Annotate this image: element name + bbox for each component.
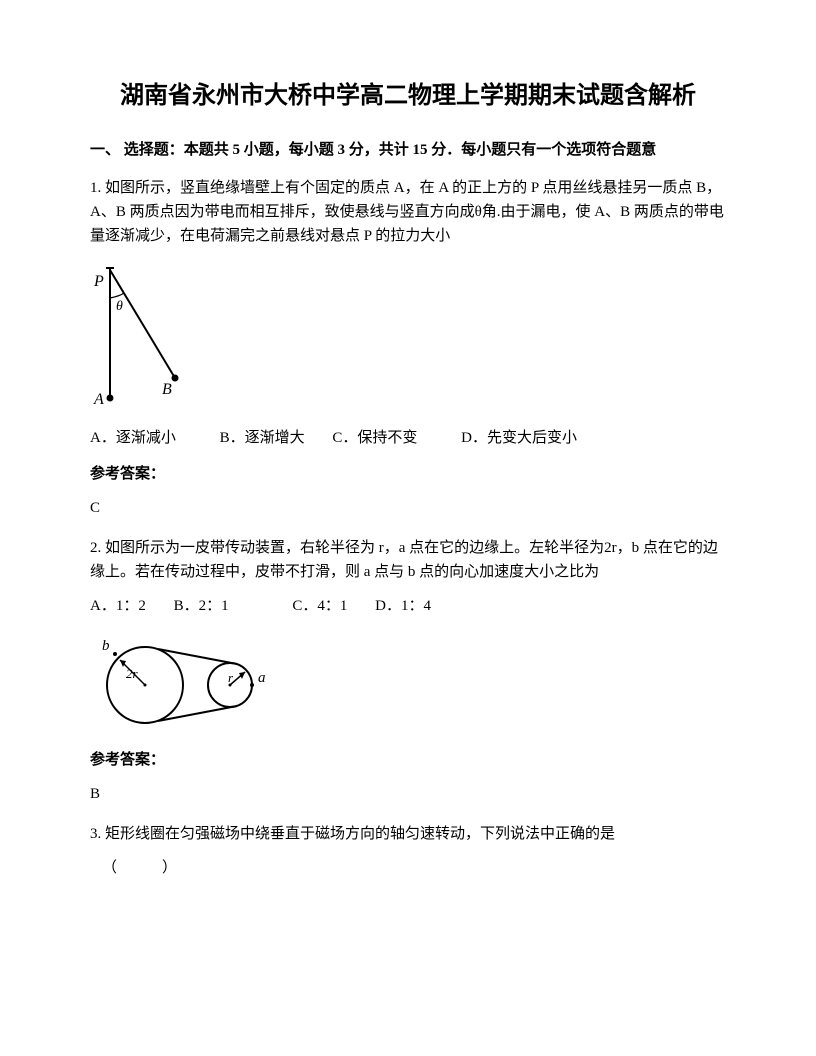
q2-opt-a: A．1：2	[90, 594, 146, 618]
q2-figure: 2r r b a	[90, 630, 726, 738]
q3-paren: （ ）	[102, 856, 726, 880]
label-b2: b	[102, 638, 110, 654]
section-heading: 一、 选择题：本题共 5 小题，每小题 3 分，共计 15 分．每小题只有一个选…	[90, 138, 726, 162]
label-b: B	[162, 381, 172, 398]
q1-figure: P θ A B	[90, 258, 726, 416]
q1-answer: C	[90, 496, 726, 520]
q2-opt-b: B．2：1	[174, 594, 229, 618]
label-a: A	[93, 391, 104, 408]
label-p: P	[93, 273, 104, 290]
label-2r: 2r	[126, 666, 139, 681]
q1-stem: 1. 如图所示，竖直绝缘墙壁上有个固定的质点 A，在 A 的正上方的 P 点用丝…	[90, 176, 726, 248]
q3-stem: 3. 矩形线圈在匀强磁场中绕垂直于磁场方向的轴匀速转动，下列说法中正确的是	[90, 822, 726, 846]
q1-opt-d: D．先变大后变小	[461, 426, 577, 450]
label-a2: a	[258, 670, 266, 686]
q1-options: A．逐渐减小 B．逐渐增大 C．保持不变 D．先变大后变小	[90, 426, 726, 450]
label-theta: θ	[116, 299, 123, 314]
q2-opt-c: C．4：1	[292, 594, 347, 618]
page-title: 湖南省永州市大桥中学高二物理上学期期末试题含解析	[90, 80, 726, 114]
q2-opt-d: D．1：4	[375, 594, 431, 618]
q1-opt-a: A．逐渐减小	[90, 426, 176, 450]
q2-answer-label: 参考答案：	[90, 748, 726, 772]
q1-opt-c: C．保持不变	[332, 426, 417, 450]
q2-answer: B	[90, 782, 726, 806]
q2-options: A．1：2 B．2：1 C．4：1 D．1：4	[90, 594, 726, 618]
q1-opt-b: B．逐渐增大	[220, 426, 305, 450]
q2-stem: 2. 如图所示为一皮带传动装置，右轮半径为 r，a 点在它的边缘上。左轮半径为2…	[90, 536, 726, 584]
q1-answer-label: 参考答案：	[90, 462, 726, 486]
